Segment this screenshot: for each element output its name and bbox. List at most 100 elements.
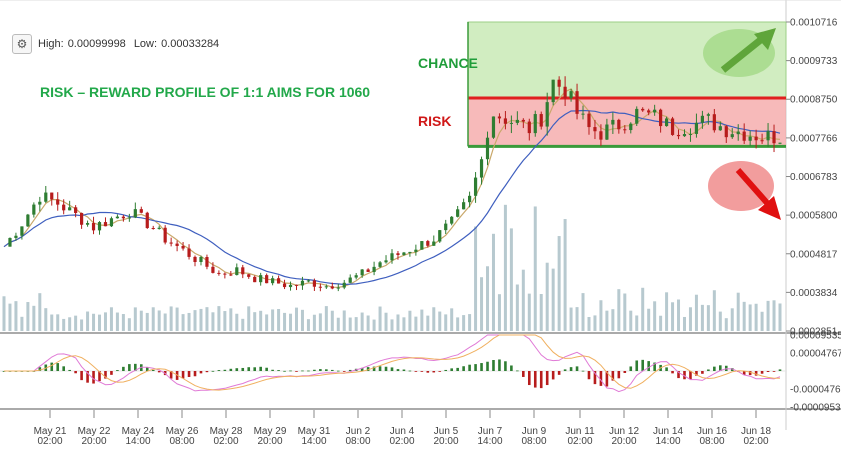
volume-bar [103, 312, 107, 331]
volume-bar [688, 307, 692, 331]
volume-bar [611, 309, 615, 331]
x-tick-label-day: May 26 [166, 426, 199, 437]
volume-bar [671, 302, 675, 331]
macd-histogram-bar [665, 367, 668, 371]
candle-body [468, 195, 472, 203]
candle-body [259, 275, 263, 283]
volume-bar [480, 277, 484, 331]
volume-bar [593, 315, 597, 331]
macd-histogram-bar [325, 369, 328, 371]
x-tick-label-day: Jun 2 [346, 426, 371, 437]
volume-bar [32, 305, 36, 331]
macd-histogram-bar [551, 371, 555, 380]
volume-bar [605, 310, 609, 331]
macd-histogram-bar [683, 371, 686, 380]
macd-histogram-bar [211, 370, 215, 372]
macd-histogram-bar [766, 371, 770, 372]
candle-body [276, 278, 281, 284]
x-tick-label-day: May 24 [122, 426, 155, 437]
volume-bar [408, 310, 412, 331]
ma-slow-line [3, 109, 781, 286]
candle-body [74, 207, 78, 213]
candle-body [38, 201, 42, 205]
macd-histogram-bar [384, 366, 388, 371]
macd-histogram-bar [462, 366, 465, 371]
candle-body [85, 223, 90, 225]
volume-bar [736, 292, 740, 331]
chance-label: CHANCE [418, 55, 478, 71]
candle-body [569, 91, 573, 99]
candle-body [670, 118, 675, 135]
candle-body [247, 274, 251, 277]
volume-bar [581, 293, 585, 331]
volume-bar [92, 313, 96, 331]
macd-histogram-bar [438, 371, 442, 372]
volume-bar [718, 311, 722, 331]
volume-bar [575, 307, 579, 331]
x-tick-label-time: 02:00 [37, 436, 62, 447]
candle-body [402, 252, 406, 255]
candle-body [724, 126, 728, 138]
risk-label: RISK [418, 113, 451, 129]
macd-tick-label: -0.00009535 [790, 403, 841, 414]
candle-body [605, 124, 609, 140]
price-tick-label: 0.0003834 [790, 288, 838, 299]
volume-bar [587, 317, 591, 331]
macd-histogram-bar [98, 371, 101, 382]
macd-histogram-bar [313, 369, 316, 371]
candle-body [169, 242, 173, 244]
volume-bar [342, 310, 346, 331]
volume-bar [551, 268, 555, 331]
candle-body [647, 110, 651, 113]
macd-histogram-bar [50, 362, 54, 371]
volume-bar [330, 310, 334, 331]
macd-histogram-bar [563, 369, 567, 371]
volume-bar [247, 306, 251, 331]
candle-body [659, 109, 663, 127]
candle-body [80, 212, 84, 225]
macd-layer [0, 334, 786, 393]
volume-bar [700, 304, 704, 331]
x-tick-label-time: 14:00 [125, 436, 150, 447]
x-tick-label-day: May 22 [78, 426, 111, 437]
macd-histogram-bar [414, 371, 418, 372]
volume-bar [772, 300, 776, 331]
candle-body [545, 102, 549, 127]
volume-bar [539, 294, 543, 331]
volume-bar [86, 311, 90, 331]
candle-body [318, 286, 322, 288]
macd-histogram-bar [533, 371, 537, 388]
high-label: High: [38, 38, 64, 50]
volume-bar [306, 319, 310, 331]
volume-bar [748, 304, 752, 331]
up-arrow-icon [720, 35, 766, 73]
candle-layer [8, 76, 782, 292]
macd-histogram-bar [169, 371, 173, 379]
volume-bar [778, 303, 782, 331]
macd-histogram-bar [557, 371, 561, 375]
volume-bar [659, 315, 663, 331]
candle-body [324, 286, 328, 288]
volume-bar [318, 313, 322, 331]
x-tick-label-day: Jun 18 [741, 426, 771, 437]
macd-tick-label: 0.00009535 [790, 331, 841, 342]
volume-bar [491, 233, 495, 331]
gear-icon[interactable]: ⚙ [12, 34, 32, 54]
macd-histogram-bar [689, 371, 692, 380]
x-tick-label-time: 02:00 [567, 436, 592, 447]
macd-histogram-bar [605, 371, 609, 387]
candle-body [635, 108, 639, 124]
x-tick-label-time: 14:00 [301, 436, 326, 447]
volume-bar [151, 307, 155, 331]
volume-bar [133, 307, 137, 331]
headline-annotation: RISK – REWARD PROFILE OF 1:1 AIMS FOR 10… [40, 84, 370, 100]
price-tick-label: 0.0009733 [790, 56, 838, 67]
candle-body [181, 245, 185, 249]
candle-body [145, 212, 149, 229]
candle-body [330, 286, 334, 289]
volume-bar [450, 308, 454, 331]
macd-histogram-bar [653, 362, 656, 371]
candle-body [509, 122, 513, 124]
candle-body [229, 274, 233, 276]
